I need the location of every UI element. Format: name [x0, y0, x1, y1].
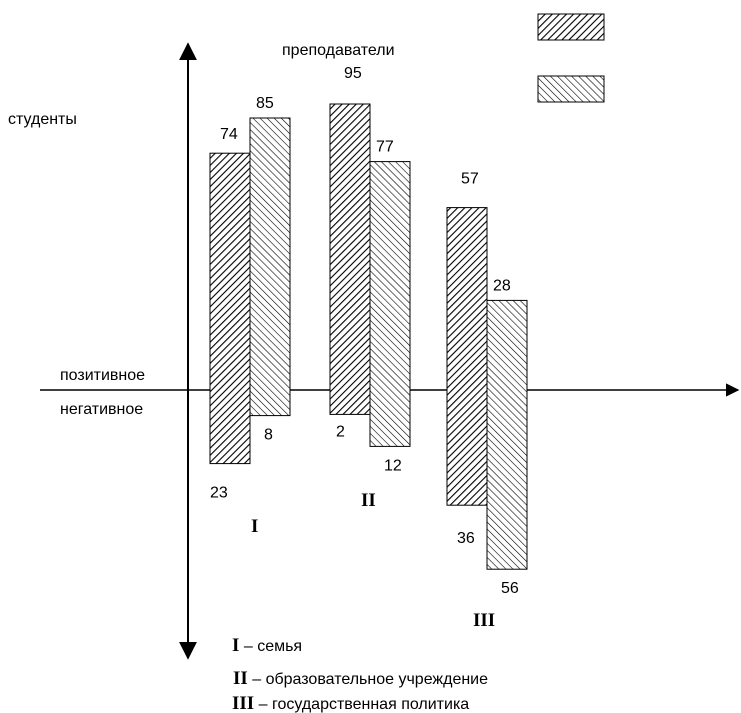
key-line-2: II – образовательное учреждение [233, 668, 488, 689]
key-roman-2: II [233, 668, 248, 689]
value-label-positive-teachers-I: 74 [220, 126, 238, 143]
key-roman-1: I [232, 635, 239, 656]
value-label-negative-teachers-III: 36 [457, 530, 475, 547]
bar-students-II [369, 161, 411, 447]
bar-students-III [486, 299, 528, 570]
value-label-negative-students-I: 8 [264, 427, 273, 444]
value-label-positive-teachers-II: 95 [344, 65, 362, 82]
legend-swatch-teachers [537, 13, 605, 41]
key-text-1: – семья [239, 638, 302, 655]
series-name-teachers: преподаватели [282, 42, 395, 59]
value-label-negative-students-II: 12 [384, 457, 402, 474]
category-label-I: I [251, 516, 258, 537]
key-line-1: I – семья [232, 635, 302, 656]
bar-teachers-I [209, 152, 251, 465]
bar-teachers-II [329, 103, 371, 415]
bars-group: 74 23 95 2 57 36 85 8 77 12 28 56 [209, 65, 528, 597]
value-label-negative-teachers-II: 2 [336, 423, 345, 440]
value-label-negative-teachers-I: 23 [210, 485, 228, 502]
value-label-negative-students-III: 56 [501, 580, 519, 597]
series-name-students: студенты [8, 111, 77, 128]
value-label-positive-teachers-III: 57 [461, 171, 479, 188]
bar-students-I [249, 117, 291, 417]
y-negative-label: негативное [60, 401, 143, 418]
key-line-3: III – государственная политика [232, 693, 469, 713]
y-positive-label: позитивное [60, 367, 145, 384]
value-label-positive-students-III: 28 [493, 277, 511, 294]
bar-teachers-III [446, 207, 488, 506]
legend-swatch-students [537, 75, 605, 103]
category-label-III: III [473, 610, 495, 631]
category-label-II: II [361, 490, 376, 511]
value-label-positive-students-II: 77 [376, 139, 394, 156]
key-roman-3: III [232, 693, 254, 713]
key-text-2: – образовательное учреждение [248, 671, 488, 688]
value-label-positive-students-I: 85 [256, 95, 274, 112]
key-text-3: – государственная политика [254, 696, 469, 713]
